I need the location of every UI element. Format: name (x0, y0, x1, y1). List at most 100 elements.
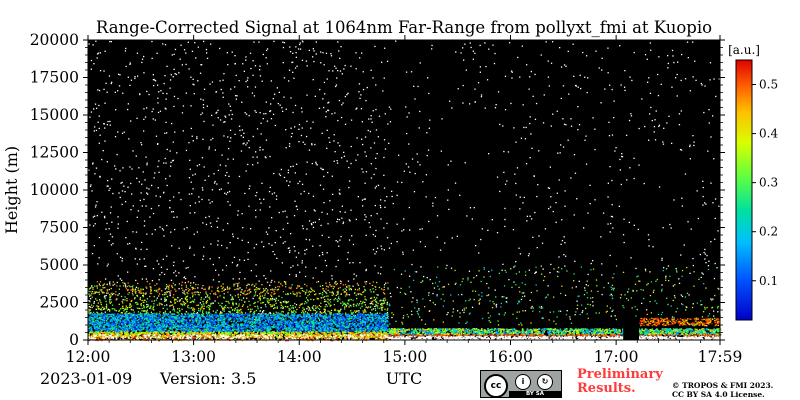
mid-layer-dot (170, 301, 172, 303)
noise-dot (217, 169, 220, 172)
mid-layer-dot (203, 303, 205, 305)
mid-layer-dot (198, 294, 200, 296)
boundary-layer-dot (250, 331, 252, 333)
noise-dot (552, 210, 554, 213)
noise-dot (389, 292, 391, 294)
noise-dot (301, 111, 303, 113)
noise-dot (333, 134, 335, 136)
boundary-layer-dot (140, 331, 143, 334)
boundary-layer-dot (343, 319, 346, 322)
noise-dot (629, 167, 631, 169)
noise-dot (559, 47, 561, 49)
noise-dot (306, 120, 308, 122)
mid-layer-dot (136, 307, 138, 309)
noise-dot (375, 108, 377, 111)
mid-layer-dot (150, 311, 152, 313)
boundary-layer-dot (202, 321, 205, 324)
noise-dot (364, 136, 367, 138)
upper-layer-dot (178, 283, 181, 285)
boundary-layer-dot (234, 333, 236, 335)
noise-dot (329, 141, 331, 143)
mid-layer-dot (109, 296, 111, 298)
noise-dot (384, 47, 386, 49)
noise-dot (191, 50, 194, 52)
upper-layer-dot (90, 291, 92, 293)
upper-layer-dot (247, 290, 249, 292)
noise-dot (152, 212, 155, 215)
noise-dot (600, 102, 602, 104)
boundary-layer-dot (300, 327, 303, 329)
noise-dot (561, 240, 564, 242)
noise-dot (520, 137, 523, 139)
boundary-layer-dot (125, 322, 127, 324)
noise-dot (386, 316, 388, 318)
noise-dot (121, 190, 124, 192)
noise-dot (607, 282, 610, 284)
mid-layer-dot (129, 306, 132, 308)
noise-dot (371, 121, 373, 123)
boundary-layer-dot (329, 330, 331, 332)
noise-dot (402, 317, 404, 319)
noise-dot (209, 258, 211, 260)
noise-dot (648, 139, 650, 141)
mid-layer-dot (268, 312, 270, 315)
mid-layer-dot (313, 308, 315, 311)
noise-dot (421, 228, 423, 230)
noise-dot (339, 57, 341, 59)
mid-layer-dot (134, 289, 136, 291)
mid-layer-dot (305, 297, 308, 299)
boundary-layer-dot (270, 315, 272, 317)
noise-dot (534, 118, 537, 120)
noise-dot (504, 183, 507, 185)
noise-dot (165, 178, 167, 180)
upper-layer-dot (132, 289, 134, 291)
noise-dot (158, 263, 160, 265)
upper-layer-dot (191, 292, 193, 294)
noise-dot (197, 46, 199, 48)
noise-dot (203, 246, 205, 248)
upper-layer-dot (333, 286, 335, 288)
boundary-layer-dot (128, 317, 130, 319)
mid-layer-dot (313, 299, 315, 301)
noise-dot (220, 188, 222, 190)
noise-dot (679, 148, 682, 151)
noise-dot (717, 230, 719, 232)
mid-layer-dot (361, 305, 363, 307)
boundary-layer-dot (288, 319, 290, 321)
mid-layer-dot (206, 299, 209, 302)
mid-layer-dot (208, 311, 210, 313)
boundary-layer-dot (280, 323, 282, 325)
mid-layer-dot (109, 302, 111, 304)
noise-dot (649, 271, 651, 273)
mid-layer-dot (93, 311, 95, 314)
boundary-layer-dot (351, 319, 353, 322)
noise-dot (211, 81, 214, 83)
noise-dot (663, 127, 665, 129)
mid-layer-dot (158, 295, 160, 297)
noise-dot (296, 163, 298, 165)
mid-layer-dot (231, 297, 233, 299)
mid-layer-dot (374, 309, 377, 311)
boundary-layer-dot (319, 324, 322, 326)
noise-dot (136, 117, 138, 119)
mid-layer-dot (230, 299, 232, 301)
noise-dot (494, 107, 497, 109)
mid-layer-dot (342, 301, 344, 303)
noise-dot (189, 246, 191, 248)
noise-dot (670, 227, 672, 229)
noise-dot (592, 117, 594, 119)
mid-layer-dot (377, 302, 379, 305)
noise-dot (610, 293, 612, 295)
upper-layer-dot (260, 291, 262, 294)
noise-dot (265, 139, 268, 141)
upper-layer-dot (203, 288, 205, 290)
mid-layer-dot (178, 308, 181, 310)
upper-layer-dot (237, 294, 239, 296)
noise-dot (226, 247, 228, 249)
noise-dot (714, 238, 716, 240)
mid-layer-dot (324, 312, 326, 314)
boundary-layer-dot (165, 322, 168, 324)
boundary-layer-dot (289, 316, 291, 318)
mid-layer-dot (100, 302, 102, 304)
boundary-layer-dot (121, 318, 124, 320)
